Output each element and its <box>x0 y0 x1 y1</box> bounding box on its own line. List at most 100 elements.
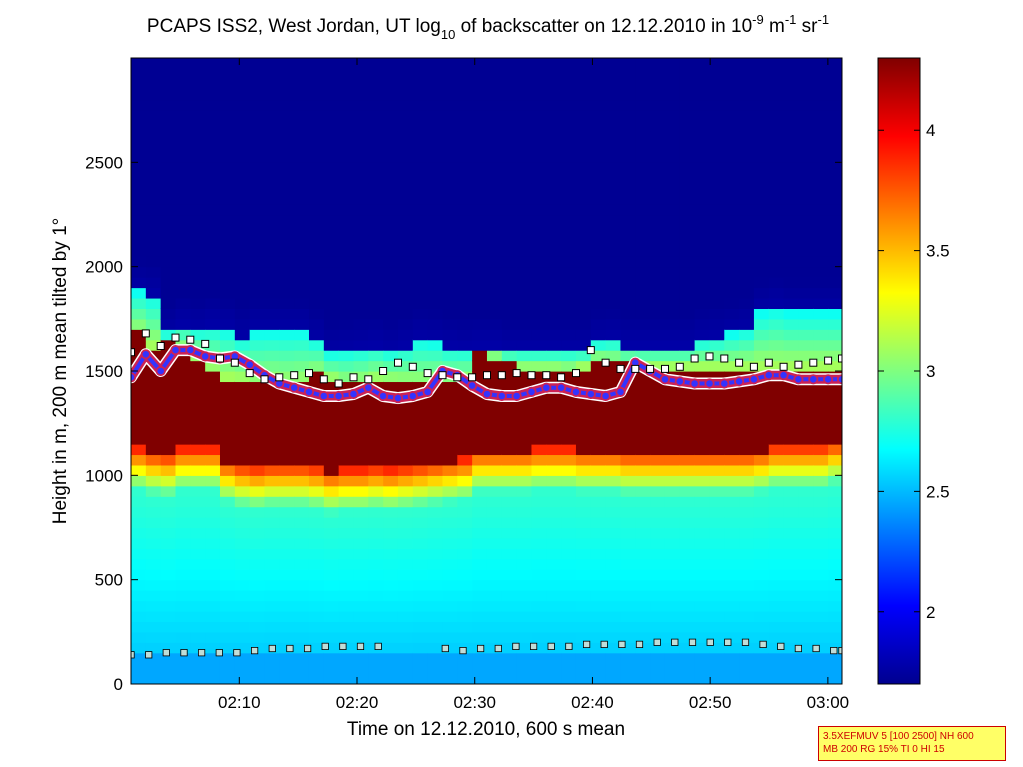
heatmap-cell <box>249 412 266 424</box>
heatmap-cell <box>694 193 711 205</box>
heatmap-cell <box>308 99 325 111</box>
heatmap-cell <box>338 151 355 163</box>
heatmap-cell <box>724 506 740 518</box>
heatmap-cell <box>516 68 533 80</box>
heatmap-cell <box>323 631 340 643</box>
heatmap-cell <box>205 120 221 132</box>
heatmap-cell <box>516 214 533 226</box>
heatmap-cell <box>531 579 547 591</box>
heatmap-cell <box>501 214 518 226</box>
heatmap-cell <box>739 266 755 278</box>
heatmap-cell <box>590 131 607 143</box>
heatmap-cell <box>219 256 236 268</box>
heatmap-cell <box>190 287 206 299</box>
heatmap-cell <box>501 579 518 591</box>
heatmap-cell <box>724 120 740 132</box>
heatmap-cell <box>412 120 429 132</box>
heatmap-cell <box>739 204 755 216</box>
heatmap-cell <box>368 89 384 101</box>
heatmap-cell <box>368 162 384 174</box>
heatmap-cell <box>739 151 755 163</box>
heatmap-cell <box>442 642 458 654</box>
heatmap-cell <box>724 537 740 549</box>
heatmap-cell <box>131 590 147 602</box>
heatmap-cell <box>828 151 842 163</box>
heatmap-cell <box>501 527 518 539</box>
heatmap-cell <box>383 579 399 591</box>
heatmap-cell <box>679 517 696 529</box>
heatmap-cell <box>709 412 725 424</box>
heatmap-cell <box>501 454 518 466</box>
heatmap-cell <box>205 558 221 570</box>
top-boundary-point <box>438 371 447 380</box>
heatmap-cell <box>590 423 607 435</box>
heatmap-cell <box>294 600 310 612</box>
heatmap-cell <box>783 517 800 529</box>
heatmap-cell <box>279 110 295 122</box>
heatmap-cell <box>205 214 221 226</box>
heatmap-cell <box>190 235 206 247</box>
heatmap-cell <box>205 172 221 184</box>
heatmap-cell <box>279 548 295 560</box>
heatmap-cell <box>264 506 280 518</box>
heatmap-cell <box>724 579 740 591</box>
surface-layer-point <box>286 644 294 653</box>
heatmap-cell <box>234 485 251 497</box>
colorbar-tick-label: 3.5 <box>926 242 950 261</box>
heatmap-cell <box>531 663 547 675</box>
heatmap-cell <box>442 245 458 257</box>
heatmap-cell <box>768 350 785 362</box>
surface-layer-point <box>145 651 153 659</box>
heatmap-cell <box>412 485 429 497</box>
inner-boundary-point <box>541 382 552 393</box>
heatmap-cell <box>575 287 592 299</box>
heatmap-cell <box>620 506 636 518</box>
heatmap-cell <box>561 610 577 622</box>
heatmap-cell <box>427 506 444 518</box>
heatmap-cell <box>190 183 206 195</box>
heatmap-cell <box>279 558 295 570</box>
heatmap-cell <box>442 579 458 591</box>
heatmap-cell <box>249 517 266 529</box>
heatmap-cell <box>739 464 755 476</box>
heatmap-cell <box>472 454 488 466</box>
heatmap-cell <box>694 110 711 122</box>
heatmap-cell <box>590 464 607 476</box>
heatmap-cell <box>753 78 770 90</box>
heatmap-cell <box>145 308 162 320</box>
heatmap-cell <box>294 287 310 299</box>
heatmap-cell <box>620 162 636 174</box>
heatmap-cell <box>664 423 681 435</box>
heatmap-cell <box>531 329 547 341</box>
heatmap-cell <box>546 68 562 80</box>
heatmap-cell <box>709 162 725 174</box>
heatmap-cell <box>457 402 473 414</box>
inner-boundary-point <box>363 382 374 393</box>
heatmap-cell <box>368 631 384 643</box>
heatmap-cell <box>798 172 814 184</box>
surface-layer-point <box>671 638 679 646</box>
heatmap-cell <box>620 329 636 341</box>
heatmap-cell <box>635 193 651 205</box>
heatmap-cell <box>694 329 711 341</box>
heatmap-cell <box>531 569 547 581</box>
heatmap-cell <box>175 402 191 414</box>
heatmap-cell <box>249 433 266 445</box>
heatmap-cell <box>590 454 607 466</box>
heatmap-cell <box>590 548 607 560</box>
heatmap-cell <box>828 558 842 570</box>
heatmap-cell <box>546 391 562 403</box>
heatmap-cell <box>813 652 829 664</box>
heatmap-cell <box>205 496 221 508</box>
heatmap-cell <box>724 485 740 497</box>
heatmap-cell <box>412 621 429 633</box>
heatmap-cell <box>294 266 310 278</box>
heatmap-cell <box>249 214 266 226</box>
heatmap-cell <box>546 172 562 184</box>
heatmap-cell <box>709 339 725 351</box>
heatmap-cell <box>531 151 547 163</box>
heatmap-cell <box>501 360 518 372</box>
top-boundary-point <box>616 364 625 373</box>
heatmap-cell <box>279 162 295 174</box>
top-boundary-point <box>720 354 729 363</box>
